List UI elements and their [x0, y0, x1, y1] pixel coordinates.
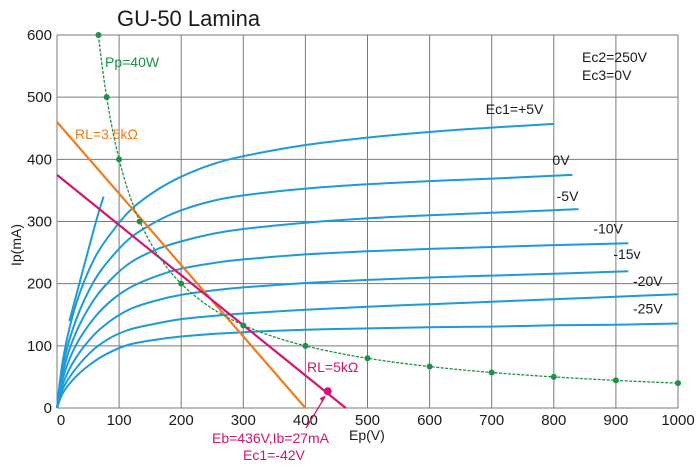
y-tick-label: 500: [27, 89, 52, 106]
x-tick-label: 400: [293, 412, 318, 429]
pp-point: [675, 380, 681, 387]
series-label: -20V: [633, 273, 663, 289]
x-tick-labels: 0 100 200 300 400 500 600 700 800 900 1000: [57, 412, 695, 429]
y-tick-label: 200: [27, 276, 52, 293]
load-line: [56, 121, 307, 409]
y-tick-labels: 0 100 200 300 400 500 600: [27, 27, 52, 417]
y-tick-label: 300: [27, 214, 52, 231]
pp-point: [95, 32, 102, 38]
grid: [56, 34, 679, 409]
series-label: -10V: [593, 220, 623, 236]
plot-area: Ec1=+5V 0V -5V -10V -15v -20V -25V RL=3.5kΩ RL=5…: [56, 32, 681, 463]
pp-label: Pp=40W: [105, 54, 160, 70]
series-line: [56, 173, 573, 409]
x-tick-label: 500: [355, 412, 380, 429]
condition-ec3: Ec3=0V: [582, 67, 632, 83]
operating-point-label: Ec1=-42V: [243, 447, 306, 463]
operating-point: [323, 387, 332, 396]
y-axis-label: Ip(mA): [8, 224, 24, 266]
y-tick-label: 100: [27, 338, 52, 355]
series-label: -15v: [613, 246, 640, 262]
pp-point: [302, 342, 309, 349]
series-line: [56, 122, 554, 409]
pp-point: [136, 218, 143, 225]
x-axis-label: Ep(V): [349, 427, 385, 443]
pp-point: [240, 322, 247, 329]
series-label: 0V: [552, 152, 570, 168]
y-tick-label: 600: [27, 27, 52, 44]
series-label: -25V: [633, 300, 663, 316]
y-tick-label: 0: [44, 400, 52, 417]
series-line: [56, 322, 679, 409]
pp-point: [178, 280, 185, 287]
x-tick-label: 1000: [661, 412, 694, 429]
x-tick-label: 600: [417, 412, 442, 429]
load-line-label: RL=3.5kΩ: [75, 126, 138, 142]
chart-title: GU-50 Lamina: [117, 6, 261, 31]
knee-line: [68, 196, 105, 322]
x-tick-label: 700: [479, 412, 504, 429]
series-line: [56, 242, 629, 409]
pp-curve: [97, 35, 678, 384]
pp-point: [612, 377, 619, 384]
pp-point: [488, 369, 495, 376]
series-line: [56, 293, 679, 409]
pp-point: [426, 363, 433, 370]
x-tick-label: 100: [107, 412, 132, 429]
operating-point-label: Eb=436V,Ib=27mA: [212, 430, 330, 446]
series-label: Ec1=+5V: [486, 101, 544, 117]
pp-point: [550, 373, 557, 380]
x-tick-label: 300: [231, 412, 256, 429]
load-line: [56, 174, 347, 409]
x-tick-label: 0: [57, 412, 65, 429]
pp-point: [116, 156, 123, 163]
x-tick-label: 200: [169, 412, 194, 429]
series-line: [56, 208, 579, 409]
arrow-head-icon: [319, 395, 326, 403]
y-tick-label: 400: [27, 151, 52, 168]
operating-point-arrow: [305, 396, 326, 429]
x-tick-label: 900: [603, 412, 628, 429]
load-line-label: RL=5kΩ: [307, 359, 358, 375]
pp-point: [103, 94, 110, 101]
series-line: [56, 270, 629, 409]
pp-point: [364, 355, 371, 362]
series-label: -5V: [557, 188, 579, 204]
x-tick-label: 800: [541, 412, 566, 429]
condition-ec2: Ec2=250V: [582, 49, 648, 65]
